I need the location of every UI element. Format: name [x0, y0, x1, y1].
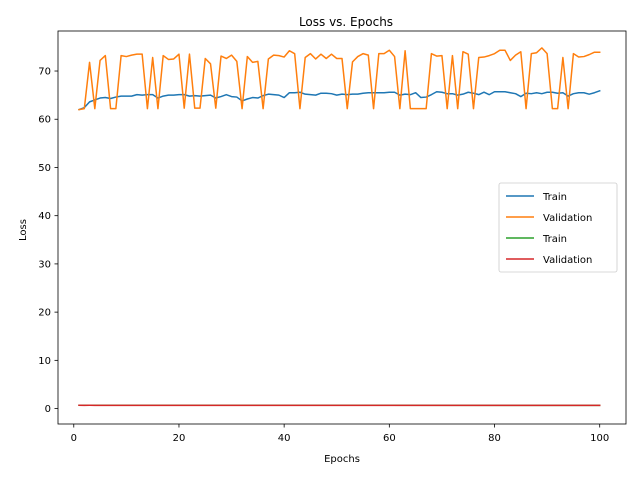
legend-label-1: Validation — [543, 213, 592, 224]
x-axis: 0 20 40 60 80 100 — [71, 424, 609, 444]
legend-label-3: Validation — [543, 255, 592, 266]
x-tick-label: 20 — [173, 433, 186, 444]
x-tick-label: 0 — [71, 433, 77, 444]
x-axis-label: Epochs — [324, 454, 360, 465]
series-line-1 — [78, 47, 601, 111]
y-tick-label: 50 — [38, 163, 51, 174]
legend-label-2: Train — [542, 234, 567, 245]
x-tick-label: 80 — [488, 433, 501, 444]
series-layer — [78, 47, 601, 407]
legend-label-0: Train — [542, 192, 567, 203]
legend: Train Validation Train Validation — [498, 182, 618, 273]
y-axis: 0 10 20 30 40 50 60 70 — [38, 67, 58, 415]
y-tick-label: 40 — [38, 211, 51, 222]
y-tick-label: 30 — [38, 259, 51, 270]
axes-spines — [57, 30, 627, 425]
axes-frame — [57, 30, 627, 425]
y-tick-label: 10 — [38, 356, 51, 367]
x-tick-label: 100 — [590, 433, 609, 444]
y-tick-label: 0 — [45, 404, 51, 415]
series-line-0 — [78, 89, 601, 111]
x-tick-label: 60 — [383, 433, 396, 444]
y-tick-label: 60 — [38, 115, 51, 126]
y-tick-label: 20 — [38, 308, 51, 319]
chart-title: Loss vs. Epochs — [299, 15, 393, 29]
y-axis-label: Loss — [18, 219, 29, 241]
y-tick-label: 70 — [38, 67, 51, 78]
legend-box — [498, 182, 618, 273]
x-tick-label: 40 — [278, 433, 291, 444]
